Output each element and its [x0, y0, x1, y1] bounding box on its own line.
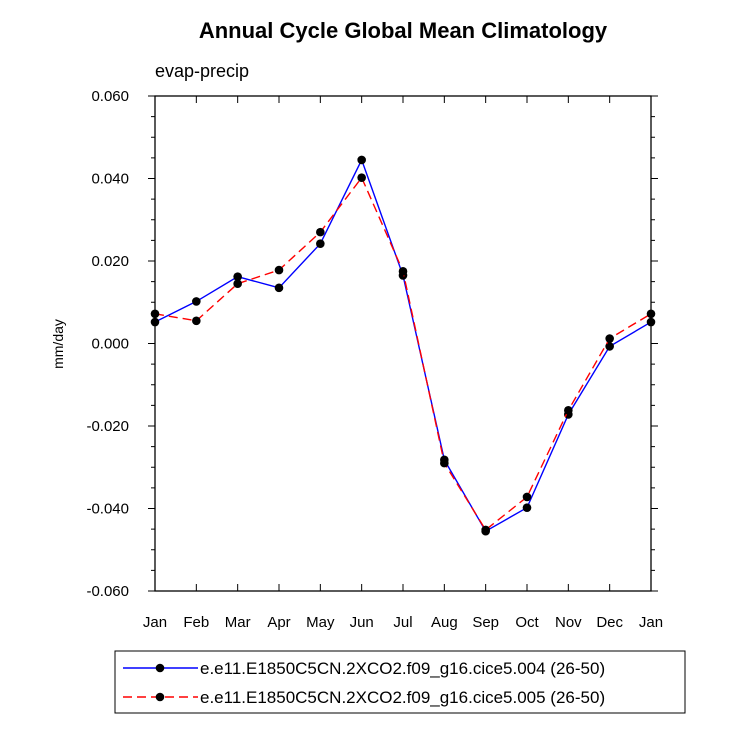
series-1-point: [522, 503, 532, 512]
x-tick-label: May: [306, 614, 335, 631]
y-axis-label: mm/day: [50, 319, 66, 369]
legend-label-1: e.e11.E1850C5CN.2XCO2.f09_g16.cice5.004 …: [200, 659, 605, 678]
x-tick-label: Nov: [555, 614, 582, 631]
legend: e.e11.E1850C5CN.2XCO2.f09_g16.cice5.004 …: [114, 650, 686, 714]
series-1-point: [357, 155, 366, 165]
x-tick-label: Jun: [350, 614, 374, 631]
series-2-point: [316, 227, 325, 237]
series-2-point: [440, 458, 449, 468]
y-tick-labels: -0.060 -0.040 -0.020 0.000 0.020 0.040 0.060: [86, 88, 129, 600]
series-2-point: [274, 265, 284, 275]
y-tick-label: 0.020: [91, 253, 129, 270]
series-1-point: [192, 297, 201, 306]
y-tick-label: -0.060: [86, 583, 129, 600]
series-2-point: [522, 492, 532, 502]
x-tick-label: Aug: [431, 614, 458, 631]
chart-subtitle: evap-precip: [155, 61, 249, 81]
series-1-point: [233, 272, 242, 281]
x-tick-label: Jul: [393, 614, 412, 631]
x-tick-label: Jan: [639, 614, 663, 631]
x-tick-label: Oct: [515, 614, 539, 631]
series-2-point: [398, 267, 408, 276]
axis-ticks: [148, 95, 658, 592]
x-tick-label: Dec: [596, 614, 623, 631]
x-tick-label: Mar: [225, 614, 251, 631]
legend-marker-1: [155, 663, 165, 673]
series-2-point: [192, 316, 201, 326]
y-tick-label: 0.060: [91, 88, 129, 105]
x-tick-label: Feb: [183, 614, 209, 631]
series-layer: [150, 155, 656, 536]
legend-marker-2: [155, 692, 165, 702]
series-2-point: [357, 173, 366, 182]
series-2-point: [481, 525, 490, 535]
series-1-point: [274, 283, 284, 293]
legend-box: [114, 650, 686, 714]
y-tick-label: 0.040: [91, 171, 129, 188]
x-tick-label: Sep: [472, 614, 499, 631]
x-tick-label: Jan: [143, 614, 167, 631]
chart-title: Annual Cycle Global Mean Climatology: [199, 18, 608, 43]
series-line-2: [154, 176, 652, 531]
y-tick-label: -0.020: [86, 418, 129, 435]
y-tick-label: -0.040: [86, 501, 129, 518]
plot-frame: [154, 95, 652, 592]
series-2-point: [564, 406, 573, 415]
x-tick-label: Apr: [267, 614, 290, 631]
y-tick-label: 0.000: [91, 336, 129, 353]
series-1-point: [316, 239, 325, 248]
series-2-point: [233, 279, 242, 288]
series-2-point: [605, 334, 614, 343]
series-1-point: [605, 342, 614, 351]
legend-label-2: e.e11.E1850C5CN.2XCO2.f09_g16.cice5.005 …: [200, 688, 605, 707]
series-line-1: [154, 158, 652, 533]
x-tick-labels: Jan Feb Mar Apr May Jun Jul Aug Sep Oct Nov Dec Jan: [143, 614, 663, 631]
